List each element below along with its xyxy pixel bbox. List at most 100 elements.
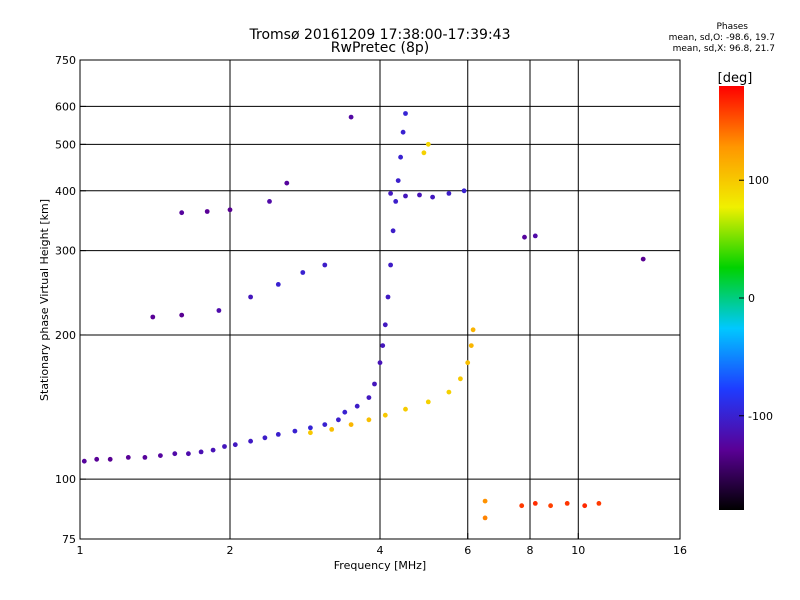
phases-x-stats: mean, sd,X: 96.8, 21.7 — [672, 44, 775, 54]
data-point — [465, 360, 471, 366]
data-point — [216, 308, 222, 313]
chart-subtitle: RwPretec (8p) — [330, 40, 430, 56]
data-point — [385, 294, 391, 300]
data-point — [382, 322, 388, 328]
colorbar-ticks: 100 0 -100 — [739, 174, 773, 423]
y-tick-label: 600 — [55, 100, 76, 113]
data-point — [232, 442, 238, 448]
data-point — [308, 430, 313, 436]
y-tick-label: 75 — [62, 533, 76, 546]
data-point — [198, 449, 204, 455]
data-point — [403, 193, 408, 199]
x-tick-label: 6 — [464, 544, 471, 557]
data-point — [284, 180, 290, 186]
x-tick-label: 10 — [571, 544, 585, 557]
data-point — [322, 422, 328, 427]
x-tick-label: 8 — [527, 544, 534, 557]
x-tick-label: 2 — [227, 544, 234, 557]
data-point — [248, 438, 254, 444]
data-point — [227, 207, 233, 213]
colorbar-tick-label: 0 — [748, 292, 755, 305]
data-point — [564, 501, 570, 506]
y-axis-ticks: 75 100 200 300 400 500 600 750 — [55, 54, 86, 546]
phases-o-stats: mean, sd,O: -98.6, 19.7 — [668, 33, 775, 43]
data-point — [81, 458, 87, 464]
data-point — [262, 435, 268, 441]
data-point — [248, 294, 254, 300]
data-point — [300, 270, 306, 275]
data-point — [425, 141, 431, 147]
data-point — [522, 234, 527, 240]
data-point — [382, 412, 388, 418]
y-axis-label: Stationary phase Virtual Height [km] — [38, 199, 51, 401]
data-point — [430, 194, 435, 200]
data-point — [292, 428, 298, 434]
data-point — [210, 447, 216, 453]
data-point — [640, 256, 646, 262]
data-point — [150, 314, 156, 320]
data-point — [468, 343, 474, 348]
data-point — [308, 425, 313, 431]
data-point — [158, 453, 163, 458]
y-tick-label: 200 — [55, 329, 76, 342]
data-point — [186, 451, 191, 457]
data-point — [342, 409, 348, 415]
data-point — [403, 111, 408, 116]
data-point — [398, 154, 403, 160]
data-point — [125, 455, 131, 460]
x-tick-label: 16 — [673, 544, 687, 557]
phases-info-box: Phases mean, sd,O: -98.6, 19.7 mean, sd,… — [560, 22, 775, 55]
data-point — [204, 209, 210, 214]
data-point — [470, 327, 476, 333]
data-point — [322, 262, 328, 268]
y-tick-label: 300 — [55, 245, 76, 258]
data-point — [179, 312, 185, 318]
data-point — [348, 422, 354, 427]
data-point — [582, 503, 588, 509]
data-point — [348, 114, 354, 120]
data-point — [172, 451, 178, 457]
data-point — [222, 444, 227, 449]
data-point — [421, 150, 427, 156]
data-point — [366, 417, 372, 423]
data-point — [267, 199, 272, 204]
x-axis-ticks: 1 2 4 6 8 10 16 — [77, 533, 687, 557]
chart-title: Tromsø 20161209 17:38:00-17:39:43 — [249, 27, 511, 43]
chart-grid — [79, 60, 681, 539]
x-tick-label: 4 — [377, 544, 384, 557]
data-point — [107, 456, 113, 462]
data-point — [393, 199, 399, 204]
data-point — [596, 501, 602, 506]
colorbar-tick-label: 100 — [748, 174, 769, 187]
x-tick-label: 1 — [77, 544, 84, 557]
data-point — [425, 399, 431, 405]
colorbar-tick-label: -100 — [748, 410, 773, 423]
data-point — [388, 191, 393, 196]
data-point — [417, 192, 422, 198]
data-point — [380, 343, 386, 348]
data-point — [354, 403, 360, 409]
y-tick-label: 400 — [55, 185, 76, 198]
data-point — [94, 456, 100, 462]
data-point — [446, 389, 452, 395]
data-point — [336, 417, 341, 423]
data-point — [482, 498, 488, 504]
data-point — [532, 501, 538, 506]
x-axis-label: Frequency [MHz] — [334, 559, 426, 572]
data-point — [377, 360, 383, 366]
data-point — [388, 262, 393, 268]
data-point — [275, 432, 281, 437]
data-point — [446, 191, 452, 196]
y-tick-label: 500 — [55, 138, 76, 151]
data-point — [275, 282, 281, 287]
y-tick-label: 100 — [55, 473, 76, 486]
data-point — [458, 376, 463, 382]
data-point — [548, 503, 553, 509]
data-point — [329, 427, 335, 432]
data-point — [395, 178, 401, 184]
y-tick-label: 750 — [55, 54, 76, 67]
data-point — [142, 455, 148, 460]
data-point — [532, 233, 538, 239]
data-point — [482, 515, 488, 521]
